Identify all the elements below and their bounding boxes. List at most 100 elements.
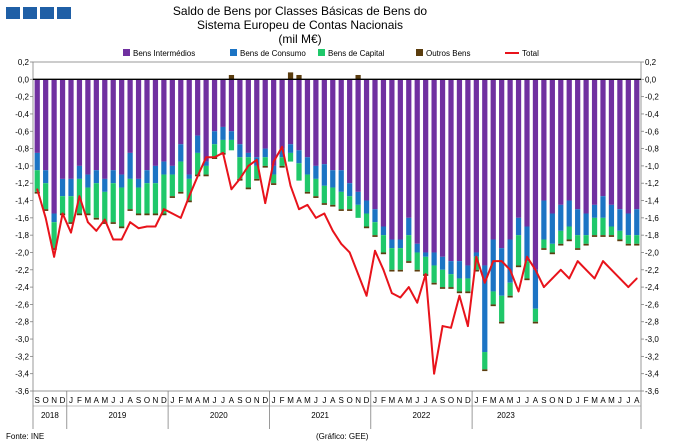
bar-segment bbox=[625, 79, 631, 214]
bar-segment bbox=[110, 183, 116, 223]
bar-segment bbox=[414, 243, 420, 253]
month-tick-label: M bbox=[85, 396, 92, 405]
bar-segment bbox=[161, 213, 167, 216]
total-point bbox=[407, 286, 410, 289]
bar-segment bbox=[634, 235, 640, 244]
bar-segment bbox=[575, 79, 581, 210]
total-point bbox=[331, 229, 334, 232]
total-point bbox=[517, 290, 520, 293]
y-tick-label-right: -1,8 bbox=[645, 231, 659, 240]
bar-segment bbox=[524, 261, 530, 279]
bar-segment bbox=[465, 79, 471, 266]
bar-segment bbox=[591, 217, 598, 236]
month-tick-label: D bbox=[364, 396, 370, 405]
bar-segment bbox=[473, 79, 479, 253]
bar-segment bbox=[448, 287, 454, 289]
bar-segment bbox=[330, 187, 336, 205]
month-tick-label: J bbox=[170, 396, 174, 405]
y-tick-label-right: -1,2 bbox=[645, 179, 659, 188]
total-point bbox=[551, 277, 554, 280]
month-tick-label: J bbox=[415, 396, 419, 405]
bar-segment bbox=[152, 79, 159, 166]
month-tick-label: J bbox=[525, 396, 529, 405]
month-tick-label: O bbox=[448, 396, 454, 405]
total-point bbox=[255, 158, 258, 161]
bar-segment bbox=[338, 191, 344, 210]
bar-segment bbox=[321, 203, 327, 205]
bar-segment bbox=[456, 278, 463, 292]
y-tick-label-right: -3,4 bbox=[645, 370, 659, 379]
bar-segment bbox=[144, 213, 150, 216]
month-tick-label: M bbox=[389, 396, 396, 405]
bar-segment bbox=[34, 152, 40, 171]
total-point bbox=[61, 212, 64, 215]
legend-swatch bbox=[416, 49, 423, 56]
bar-segment bbox=[625, 235, 631, 244]
bar-segment bbox=[541, 248, 547, 250]
bar-segment bbox=[110, 170, 116, 184]
bar-segment bbox=[608, 235, 615, 237]
bar-segment bbox=[549, 79, 555, 214]
total-point bbox=[230, 188, 233, 191]
total-point bbox=[635, 277, 638, 280]
total-point bbox=[610, 268, 613, 271]
total-point bbox=[171, 212, 174, 215]
month-tick-label: N bbox=[51, 396, 57, 405]
month-tick-label: A bbox=[296, 396, 302, 405]
bar-segment bbox=[152, 183, 159, 214]
total-point bbox=[162, 208, 165, 211]
month-tick-label: J bbox=[120, 396, 124, 405]
bar-segment bbox=[482, 79, 488, 266]
axes: 0,2 0,2 0,0 0,0 -0,2 -0,2 -0,4 -0,4 -0,6 -0,6 -0,8… bbox=[15, 58, 659, 429]
month-tick-label: F bbox=[584, 396, 589, 405]
total-point bbox=[70, 231, 72, 234]
bar-segment bbox=[575, 248, 581, 250]
bar-segment bbox=[203, 79, 209, 162]
bar-segment bbox=[152, 165, 159, 184]
bar-segment bbox=[119, 226, 125, 229]
bar-segment bbox=[271, 174, 277, 184]
y-tick-label-left: -1,4 bbox=[15, 197, 29, 206]
bar-segment bbox=[490, 291, 496, 305]
total-point bbox=[289, 184, 292, 187]
bar-segment bbox=[313, 178, 319, 197]
title-line-1: Saldo de Bens por Classes Básicas de Ben… bbox=[172, 4, 428, 18]
total-point bbox=[86, 221, 89, 224]
chart-credit: (Gráfico: GEE) bbox=[316, 432, 369, 441]
month-tick-label: J bbox=[213, 396, 217, 405]
bar-segment bbox=[178, 161, 184, 192]
bar-segment bbox=[380, 79, 387, 227]
month-tick-label: J bbox=[618, 396, 622, 405]
month-tick-label: S bbox=[541, 396, 546, 405]
month-tick-label: S bbox=[35, 396, 40, 405]
month-tick-label: J bbox=[626, 396, 630, 405]
bar-segment bbox=[59, 178, 66, 197]
bar-segment bbox=[566, 79, 572, 201]
bar-segment bbox=[566, 239, 572, 242]
total-point bbox=[247, 164, 250, 167]
total-line bbox=[36, 145, 638, 375]
bar-segment bbox=[566, 226, 572, 240]
total-point bbox=[475, 255, 478, 258]
bar-segment bbox=[68, 79, 74, 179]
bar-segment bbox=[591, 235, 598, 237]
bar-segment bbox=[271, 79, 277, 166]
total-point bbox=[568, 277, 571, 280]
bar-segment bbox=[237, 79, 243, 145]
bar-segment bbox=[406, 235, 412, 262]
bar-segment bbox=[178, 144, 184, 162]
bar-segment bbox=[262, 157, 268, 166]
month-tick-label: A bbox=[600, 396, 606, 405]
y-tick-label-right: -3,0 bbox=[645, 335, 659, 344]
month-tick-label: J bbox=[322, 396, 326, 405]
bar-segment bbox=[262, 148, 268, 158]
bar-segment bbox=[186, 178, 192, 201]
total-point bbox=[466, 325, 469, 327]
total-point bbox=[382, 268, 385, 271]
bar-segment bbox=[338, 170, 344, 192]
bar-segment bbox=[583, 213, 589, 236]
y-tick-label-left: 0,2 bbox=[18, 58, 30, 67]
bar-segment bbox=[532, 79, 539, 270]
bar-segment bbox=[135, 178, 142, 188]
month-tick-label: A bbox=[533, 396, 539, 405]
